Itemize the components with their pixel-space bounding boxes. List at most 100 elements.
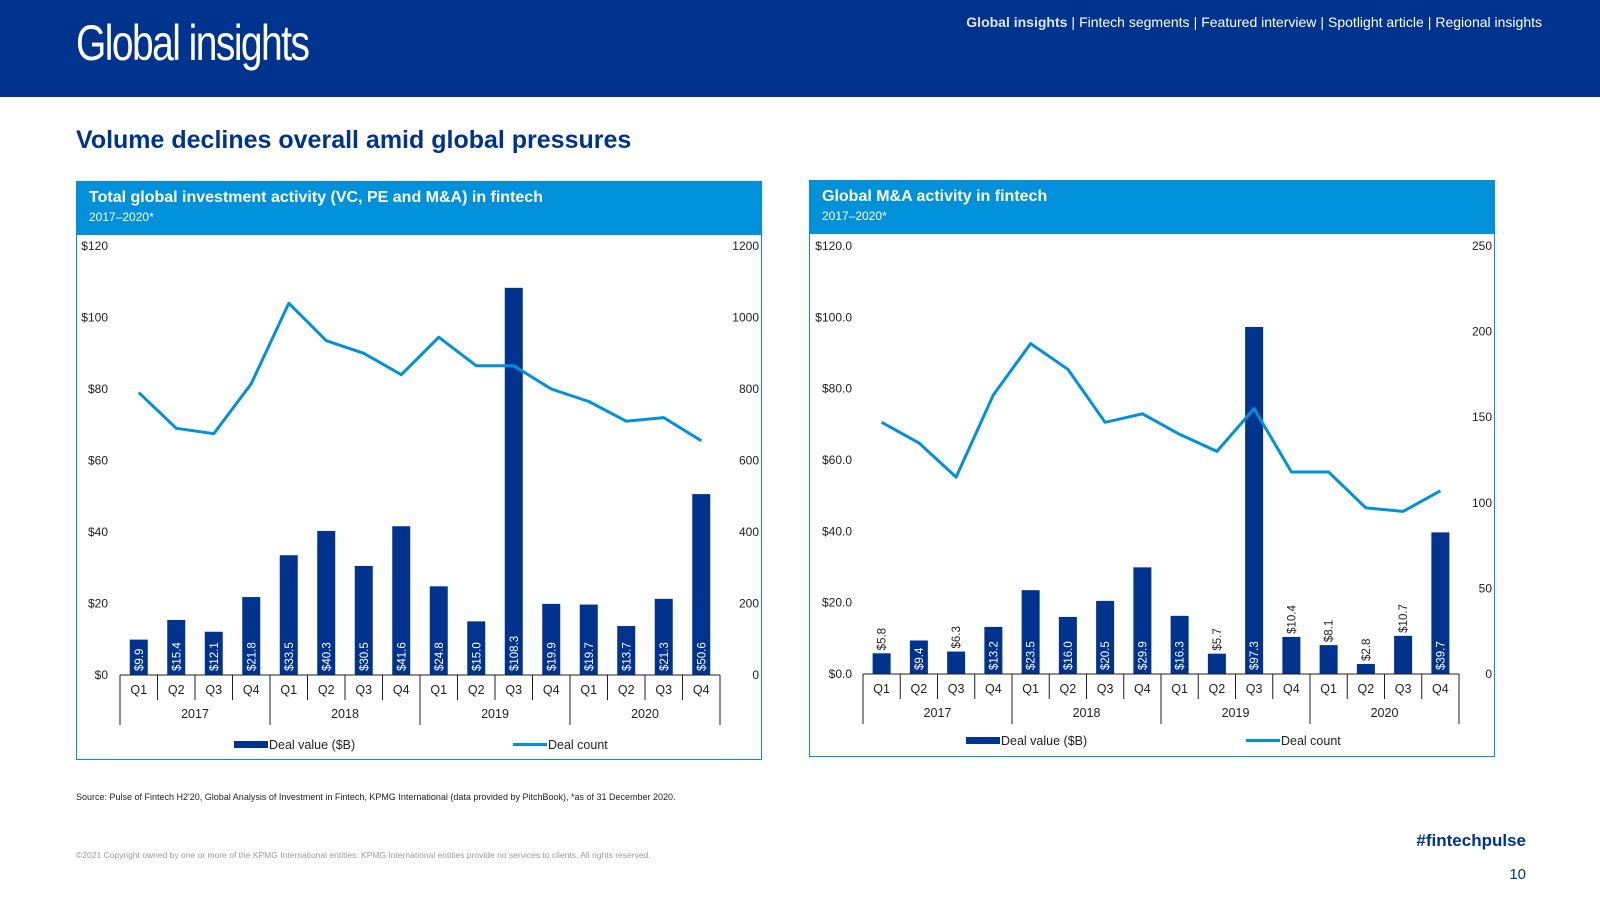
right-axis-tick-label: 800 [739,382,759,396]
bar-deal-value [1021,590,1040,674]
quarter-tick-label: Q3 [205,683,222,697]
quarter-tick-label: Q1 [1022,682,1039,696]
year-tick-label: 2017 [181,707,209,721]
right-axis-tick-label: 200 [1472,325,1492,339]
quarter-tick-label: Q2 [1209,682,1226,696]
bar-data-label: $21.8 [246,642,258,671]
right-axis-tick-label: 50 [1479,581,1493,595]
bar-deal-value [1170,615,1189,674]
source-note: Source: Pulse of Fintech H2'20, Global A… [76,792,676,802]
legend-label-deal-count: Deal count [548,738,608,752]
bar-data-label: $9.4 [914,647,926,670]
legend-line-swatch [513,743,547,746]
legend-label-deal-value: Deal value ($B) [1001,734,1087,748]
left-axis-tick-label: $20 [88,597,108,611]
right-axis-tick-label: 100 [1472,496,1492,510]
bar-data-label: $50.6 [696,642,708,671]
nav-link-spotlight-article[interactable]: Spotlight article [1328,14,1424,30]
bar-data-label: $6.3 [951,626,963,648]
bar-deal-value [1431,532,1450,674]
bar-deal-value [129,639,148,675]
bar-deal-value [392,526,411,675]
hashtag: #fintechpulse [1416,831,1526,850]
bar-data-label: $97.3 [1249,641,1261,670]
quarter-tick-label: Q1 [1320,682,1337,696]
ma-chart: $0.0 $20.0 $40.0 $60.0 $80.0 $100.0 $120.0 0 50 1… [815,239,1493,748]
bar-deal-value [909,640,928,674]
legend-label-deal-value: Deal value ($B) [269,738,355,752]
nav-link-regional-insights[interactable]: Regional insights [1435,14,1542,30]
deal-count-line [880,342,1442,513]
nav-link-featured-interview[interactable]: Featured interview [1201,14,1317,30]
nav-separator: | [1427,14,1432,30]
quarter-tick-label: Q1 [580,683,597,697]
bar-data-label: $30.5 [359,642,371,671]
bar-deal-value [167,619,186,675]
quarter-tick-label: Q4 [1134,682,1151,696]
bar-deal-value [654,598,673,675]
bar-data-label: $13.7 [621,642,633,671]
year-tick-label: 2018 [331,707,359,721]
quarter-tick-label: Q4 [693,683,710,697]
quarter-tick-label: Q4 [543,683,560,697]
left-axis-tick-label: $60.0 [822,453,852,467]
bar-deal-value [317,530,336,675]
year-tick-label: 2019 [481,707,509,721]
bar-data-label: $29.9 [1137,641,1149,670]
bar-data-label: $15.4 [171,642,183,671]
quarter-tick-label: Q3 [1395,682,1412,696]
quarter-tick-label: Q1 [130,683,147,697]
quarter-tick-label: Q2 [318,683,335,697]
bar-deal-value [1319,645,1338,674]
bar-deal-value [984,626,1003,674]
bar-deal-value [579,604,598,675]
bar-deal-value [1282,636,1301,674]
bar-deal-value [872,653,891,674]
quarter-tick-label: Q4 [243,683,260,697]
left-axis-tick-label: $100.0 [815,310,852,324]
quarter-tick-label: Q1 [430,683,447,697]
year-tick-label: 2018 [1073,706,1101,720]
right-axis-tick-label: 1200 [732,239,759,253]
bar-data-label: $33.5 [284,642,296,671]
bar-deal-value [1356,664,1375,674]
bar-data-label: $10.7 [1398,604,1410,633]
quarter-tick-label: Q3 [1097,682,1114,696]
bar-deal-value [1207,653,1226,674]
bar-data-label: $13.2 [988,641,1000,670]
quarter-tick-label: Q2 [911,682,928,696]
nav-separator: | [1071,14,1076,30]
ma-chart-panel: Global M&A activity in fintech 2017–2020… [809,180,1495,757]
bar-data-label: $5.8 [877,628,889,650]
nav-link-global-insights[interactable]: Global insights [966,14,1068,30]
bar-deal-value [617,626,636,675]
bar-data-label: $16.3 [1175,641,1187,670]
left-axis-tick-label: $0 [95,668,109,682]
bar-data-label: $10.4 [1286,605,1298,634]
page-headline: Volume declines overall amid global pres… [76,126,632,154]
right-axis-tick-label: 600 [739,454,759,468]
bar-data-label: $8.1 [1324,620,1336,642]
left-axis-tick-label: $40.0 [822,524,852,538]
bar-data-label: $39.7 [1435,641,1447,670]
bar-deal-value [354,565,373,675]
bar-data-label: $16.0 [1063,641,1075,670]
right-axis-tick-label: 400 [739,525,759,539]
legend-bar-swatch [966,737,1000,744]
right-axis-tick-label: 200 [739,597,759,611]
legend-label-deal-count: Deal count [1281,734,1341,748]
bar-deal-value [429,586,448,675]
quarter-tick-label: Q2 [1060,682,1077,696]
nav-link-fintech-segments[interactable]: Fintech segments [1079,14,1190,30]
bar-data-label: $41.6 [396,642,408,671]
right-axis-tick-label: 250 [1472,239,1492,253]
chart-title: Total global investment activity (VC, PE… [89,189,543,206]
bar-data-label: $19.7 [584,642,596,671]
left-axis-tick-label: $40 [88,525,108,539]
left-axis-tick-label: $120 [81,239,108,253]
quarter-tick-label: Q1 [873,682,890,696]
section-title: Global insights [76,15,310,71]
quarter-tick-label: Q2 [468,683,485,697]
right-axis-tick-label: 1000 [732,311,759,325]
left-axis-tick-label: $60 [88,454,108,468]
